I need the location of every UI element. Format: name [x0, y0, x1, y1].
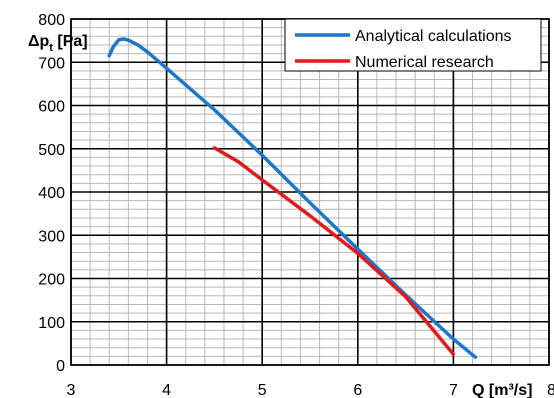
legend-label-analytical: Analytical calculations: [355, 28, 512, 45]
y-tick-label: 500: [38, 142, 65, 159]
series-line-1: [212, 146, 456, 356]
x-axis-label: Q [m³/s]: [472, 382, 532, 398]
series-layer: [107, 37, 478, 359]
tick-labels: 0 100 200 300 400 500 600 700 800 3 4 5 6 7 8: [38, 12, 554, 398]
legend-label-numerical: Numerical research: [355, 54, 494, 71]
y-tick-label: 700: [38, 55, 65, 72]
y-tick-label: 600: [38, 99, 65, 116]
y-tick-label: 400: [38, 185, 65, 202]
x-tick-label: 5: [258, 382, 267, 398]
x-tick-label: 4: [162, 382, 171, 398]
y-tick-label: 0: [56, 358, 65, 375]
legend-box: [284, 18, 542, 72]
y-tick-label: 800: [38, 12, 65, 29]
x-tick-label: 3: [67, 382, 76, 398]
legend: Analytical calculations Numerical resear…: [284, 18, 542, 72]
x-tick-label: 8: [547, 382, 554, 398]
x-tick-label: 6: [353, 382, 362, 398]
y-tick-label: 200: [38, 272, 65, 289]
y-tick-label: 100: [38, 315, 65, 332]
x-tick-label: 7: [449, 382, 458, 398]
y-tick-label: 300: [38, 228, 65, 245]
svg-text:Δpt [Pa]: Δpt [Pa]: [28, 33, 88, 54]
series-line-0: [107, 37, 478, 359]
y-axis-label: Δpt [Pa]: [28, 33, 88, 54]
